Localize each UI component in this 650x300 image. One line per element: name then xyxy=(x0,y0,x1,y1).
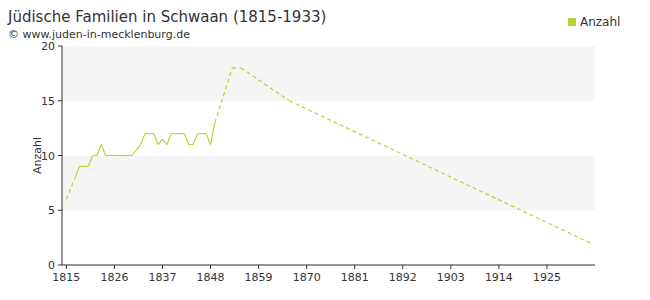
y-tick xyxy=(58,265,62,266)
subtitle: © www.juden-in-mecklenburg.de xyxy=(8,28,190,41)
line-segment xyxy=(149,133,153,134)
line-segment xyxy=(101,145,105,156)
legend-swatch xyxy=(568,18,576,26)
plot-area xyxy=(66,68,590,243)
y-tick xyxy=(58,100,62,101)
line-segment xyxy=(171,133,175,134)
x-tick-label: 1903 xyxy=(437,271,465,284)
x-tick xyxy=(402,265,403,269)
y-tick xyxy=(58,46,62,47)
line-segment xyxy=(154,134,158,145)
line-segment xyxy=(158,139,162,144)
y-tick-label: 5 xyxy=(48,204,55,217)
x-tick xyxy=(66,265,67,269)
line-segment xyxy=(211,123,215,145)
x-tick-label: 1826 xyxy=(100,271,128,284)
line-segment xyxy=(180,133,184,134)
line-segment xyxy=(289,101,590,243)
line-segment xyxy=(79,166,83,167)
x-tick-label: 1892 xyxy=(389,271,417,284)
x-tick-label: 1859 xyxy=(245,271,273,284)
x-tick-label: 1881 xyxy=(341,271,369,284)
line-segment xyxy=(241,68,289,101)
line-segment xyxy=(206,134,210,145)
line-segment xyxy=(215,68,232,123)
y-tick-label: 15 xyxy=(41,95,55,108)
grid-band xyxy=(62,156,595,211)
x-tick-label: 1837 xyxy=(148,271,176,284)
x-tick xyxy=(210,265,211,269)
title: Jüdische Familien in Schwaan (1815-1933) xyxy=(7,8,326,26)
line-segment xyxy=(141,134,145,145)
line-segment xyxy=(176,133,180,134)
line-segment xyxy=(145,133,149,134)
line-segment xyxy=(184,134,188,145)
line-segment xyxy=(162,139,166,144)
x-tick-label: 1925 xyxy=(533,271,561,284)
line-segment xyxy=(193,134,197,145)
line-segment xyxy=(136,145,140,150)
line-segment xyxy=(132,150,136,155)
line-segment xyxy=(167,134,171,145)
line-segment xyxy=(114,155,118,156)
line-segment xyxy=(97,145,101,156)
x-tick xyxy=(306,265,307,269)
x-tick xyxy=(258,265,259,269)
line-segment xyxy=(123,155,127,156)
legend-label: Anzahl xyxy=(580,15,620,29)
x-tick-label: 1870 xyxy=(293,271,321,284)
line-segment xyxy=(119,155,123,156)
x-axis xyxy=(62,265,595,266)
line-segment xyxy=(66,177,75,199)
x-tick xyxy=(114,265,115,269)
line-segment xyxy=(110,155,114,156)
line-segment xyxy=(128,155,132,156)
line-segment xyxy=(88,156,92,167)
y-tick xyxy=(58,210,62,211)
line-segment xyxy=(106,155,110,156)
background xyxy=(0,0,650,300)
line-segment xyxy=(189,144,193,145)
line-segment xyxy=(93,155,97,156)
line-segment xyxy=(197,133,201,134)
x-tick xyxy=(450,265,451,269)
x-tick xyxy=(162,265,163,269)
line-segment xyxy=(84,166,88,167)
y-tick-label: 20 xyxy=(41,40,55,53)
x-tick-label: 1815 xyxy=(52,271,80,284)
line-segment xyxy=(75,166,79,177)
y-tick xyxy=(58,155,62,156)
x-tick xyxy=(354,265,355,269)
x-tick xyxy=(498,265,499,269)
line-segment xyxy=(202,133,206,134)
line-segment xyxy=(232,67,241,68)
x-tick-label: 1914 xyxy=(485,271,513,284)
y-axis-label: Anzahl xyxy=(31,137,44,174)
x-tick xyxy=(546,265,547,269)
x-tick-label: 1848 xyxy=(197,271,225,284)
grid-band xyxy=(62,46,595,101)
